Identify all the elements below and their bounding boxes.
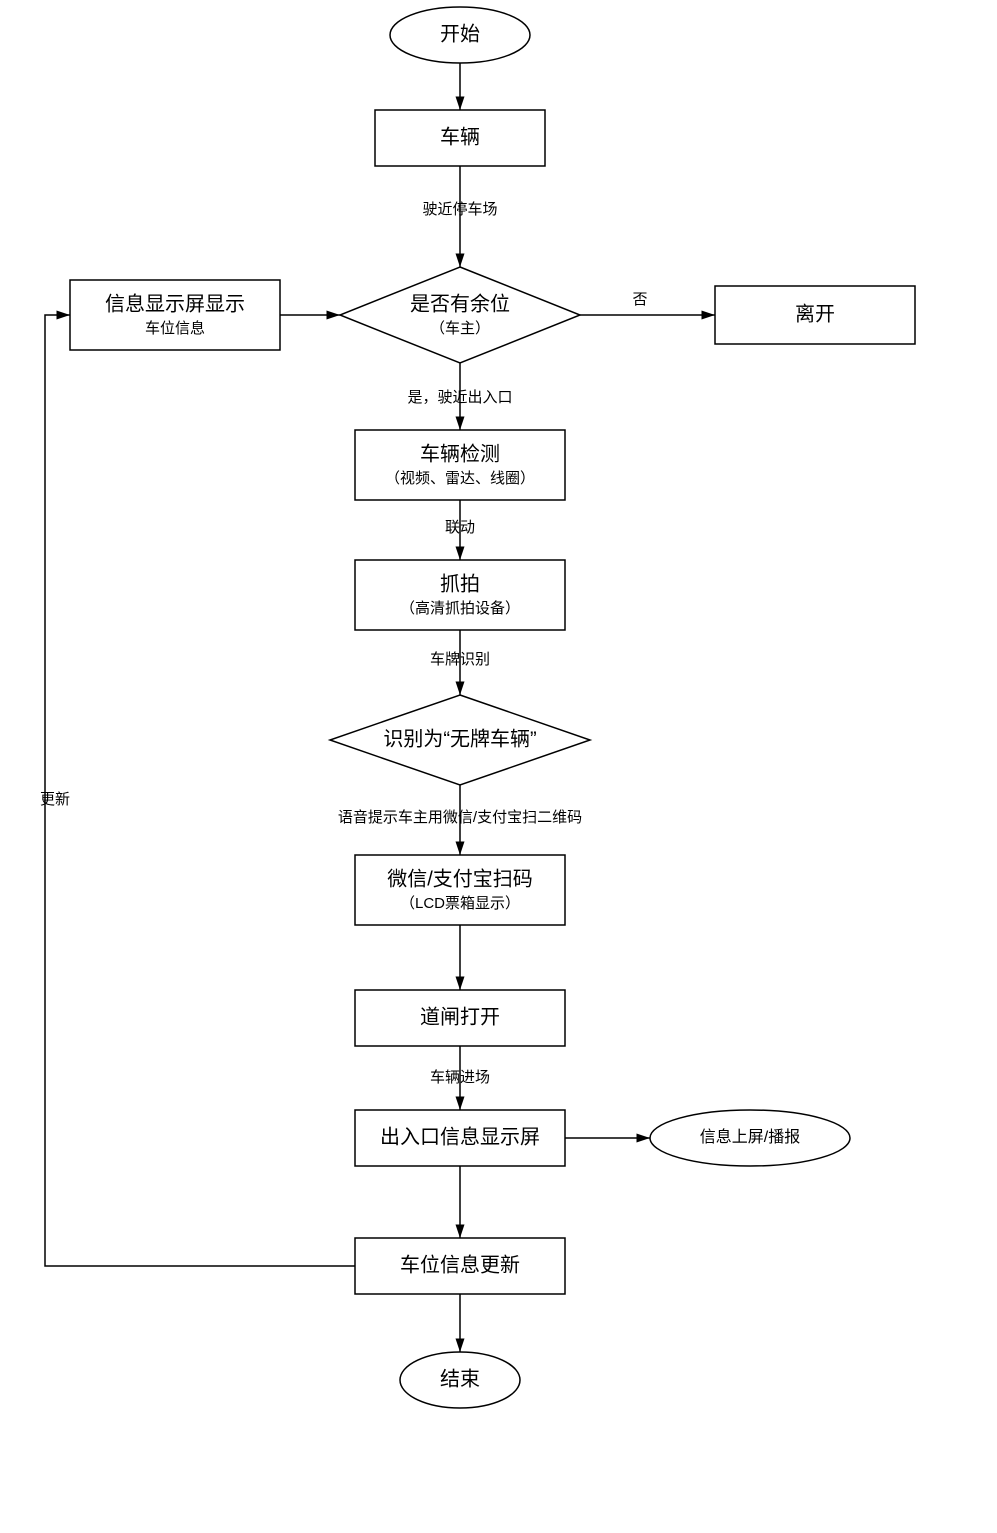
edge-label-update-info_screen: 更新: [40, 791, 70, 808]
svg-text:（LCD票箱显示）: （LCD票箱显示）: [400, 895, 520, 912]
edge-label-recognize-scan: 语音提示车主用微信/支付宝扫二维码: [338, 809, 582, 826]
svg-text:车位信息更新: 车位信息更新: [400, 1253, 520, 1276]
svg-text:（车主）: （车主）: [430, 320, 490, 337]
edge-update-info_screen: [45, 315, 355, 1266]
node-scan: 微信/支付宝扫码 （LCD票箱显示）: [355, 855, 565, 925]
edge-label-capture-recognize: 车牌识别: [430, 651, 490, 668]
svg-text:（高清抓拍设备）: （高清抓拍设备）: [400, 600, 520, 617]
svg-text:道闸打开: 道闸打开: [420, 1005, 500, 1028]
node-update: 车位信息更新: [355, 1238, 565, 1294]
node-broadcast: 信息上屏/播报: [650, 1110, 850, 1166]
svg-text:识别为“无牌车辆”: 识别为“无牌车辆”: [383, 727, 536, 750]
svg-text:开始: 开始: [440, 22, 480, 45]
svg-text:抓拍: 抓拍: [440, 572, 480, 595]
node-info_screen: 信息显示屏显示车位信息: [70, 280, 280, 350]
node-entry_screen: 出入口信息显示屏: [355, 1110, 565, 1166]
node-has_space: 是否有余位 （车主）: [340, 267, 580, 363]
edge-label-has_space-leave: 否: [632, 291, 647, 308]
svg-text:微信/支付宝扫码: 微信/支付宝扫码: [387, 867, 533, 890]
svg-text:（视频、雷达、线圈）: （视频、雷达、线圈）: [385, 470, 535, 487]
svg-text:是否有余位: 是否有余位: [410, 292, 510, 315]
edge-label-has_space-detect: 是，驶近出入口: [407, 389, 512, 406]
edge-label-gate-entry_screen: 车辆进场: [430, 1069, 490, 1086]
edge-label-detect-capture: 联动: [445, 519, 475, 536]
edge-label-vehicle-has_space: 驶近停车场: [422, 201, 497, 218]
flowchart: 驶近停车场否是，驶近出入口联动车牌识别语音提示车主用微信/支付宝扫二维码车辆进场…: [0, 0, 997, 1533]
node-gate: 道闸打开: [355, 990, 565, 1046]
svg-text:车辆检测: 车辆检测: [420, 442, 500, 465]
node-recognize: 识别为“无牌车辆”: [330, 695, 590, 785]
svg-text:离开: 离开: [795, 302, 835, 325]
node-capture: 抓拍 （高清抓拍设备）: [355, 560, 565, 630]
node-leave: 离开: [715, 286, 915, 344]
svg-text:信息显示屏显示: 信息显示屏显示: [105, 292, 245, 315]
svg-text:车辆: 车辆: [440, 125, 480, 148]
svg-text:车位信息: 车位信息: [145, 320, 205, 337]
node-end: 结束: [400, 1352, 520, 1408]
node-start: 开始: [390, 7, 530, 63]
svg-text:结束: 结束: [440, 1367, 480, 1390]
svg-text:出入口信息显示屏: 出入口信息显示屏: [380, 1125, 540, 1148]
node-vehicle: 车辆: [375, 110, 545, 166]
svg-text:信息上屏/播报: 信息上屏/播报: [700, 1128, 800, 1146]
node-detect: 车辆检测 （视频、雷达、线圈）: [355, 430, 565, 500]
